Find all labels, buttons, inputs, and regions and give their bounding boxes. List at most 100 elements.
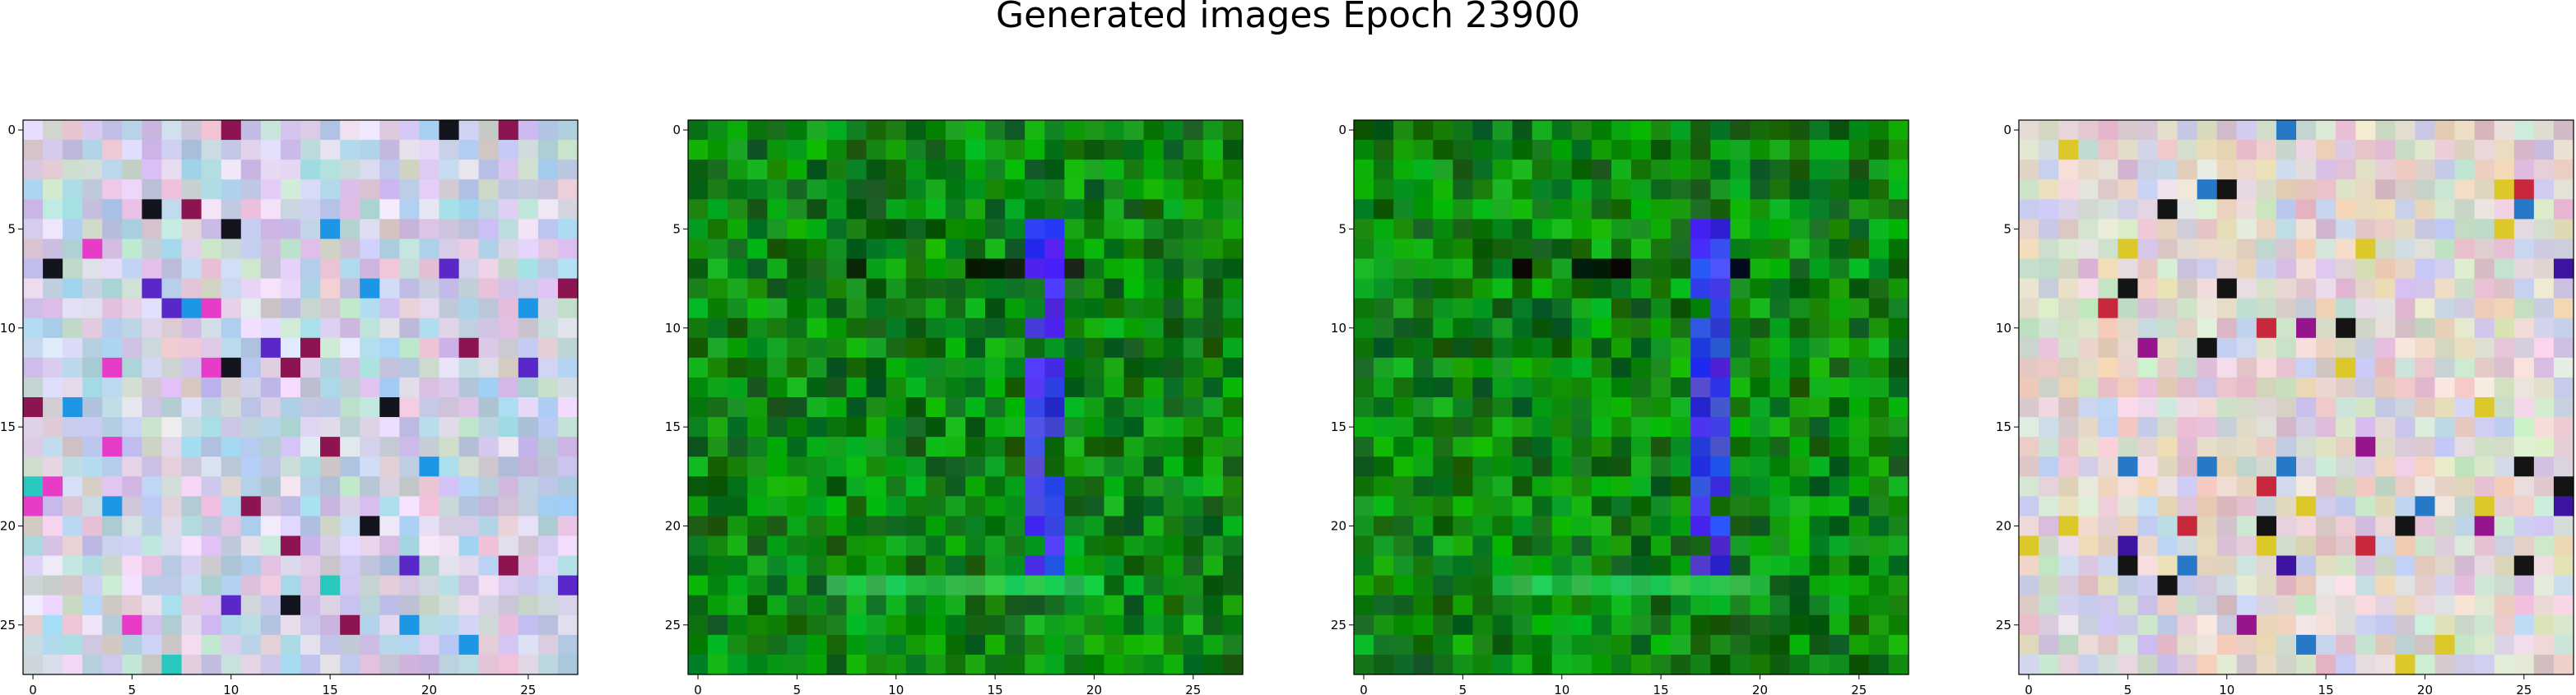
pixel: [1571, 120, 1593, 141]
pixel: [1888, 595, 1909, 616]
pixel: [767, 476, 788, 497]
pixel: [2375, 199, 2396, 220]
pixel: [1143, 179, 1165, 200]
pixel: [102, 535, 123, 557]
pixel: [1848, 397, 1870, 418]
pixel: [2078, 219, 2099, 240]
pixel: [1354, 337, 1374, 359]
pixel: [2474, 219, 2495, 240]
pixel: [518, 278, 539, 299]
pixel: [1809, 160, 1830, 180]
pixel: [498, 614, 519, 636]
pixel: [1532, 239, 1553, 260]
pixel: [379, 437, 400, 457]
pixel: [1551, 278, 1573, 299]
pixel: [2078, 278, 2099, 299]
pixel: [1611, 140, 1632, 160]
pixel: [886, 516, 907, 537]
pixel: [1393, 456, 1414, 477]
pixel: [2494, 476, 2515, 497]
pixel: [1374, 219, 1394, 240]
pixel: [985, 337, 1006, 359]
pixel: [2078, 555, 2099, 577]
pixel: [1025, 535, 1045, 557]
pixel: [122, 535, 143, 557]
pixel: [866, 575, 887, 596]
pixel: [1671, 516, 1691, 537]
pixel: [201, 120, 222, 141]
pixel: [2137, 634, 2159, 656]
pixel: [320, 120, 341, 141]
pixel: [886, 575, 907, 596]
pixel: [458, 278, 480, 299]
pixel: [201, 437, 222, 457]
pixel: [2216, 357, 2238, 378]
pixel: [518, 377, 539, 398]
pixel: [2355, 278, 2376, 299]
pixel: [728, 535, 748, 557]
pixel: [965, 595, 986, 616]
pixel: [2276, 595, 2297, 616]
pixel: [1492, 634, 1514, 656]
pixel: [2336, 377, 2356, 398]
pixel: [1143, 258, 1165, 280]
pixel: [1123, 516, 1145, 537]
pixel: [43, 614, 63, 636]
pixel: [2078, 160, 2099, 180]
pixel: [2197, 239, 2218, 260]
pixel: [23, 595, 44, 616]
pixel: [201, 317, 222, 339]
pixel: [1591, 199, 1612, 220]
pixel: [43, 496, 63, 517]
pixel: [2355, 140, 2376, 160]
pixel: [1143, 298, 1165, 319]
pixel: [1848, 516, 1870, 537]
pixel: [1005, 535, 1025, 557]
pixel: [1671, 160, 1691, 180]
pixel: [1868, 476, 1890, 497]
pixel: [1472, 179, 1494, 200]
pixel: [1123, 654, 1145, 675]
pixel: [2098, 654, 2118, 675]
pixel: [221, 278, 242, 299]
pixel: [2058, 496, 2079, 517]
pixel: [2039, 337, 2059, 359]
pixel: [518, 160, 539, 180]
pixel: [1690, 476, 1711, 497]
pixel: [2078, 516, 2099, 537]
pixel: [82, 199, 103, 220]
pixel: [360, 397, 380, 418]
pixel: [161, 160, 183, 180]
x-tick-label: 15: [988, 683, 1003, 695]
pixel: [2434, 614, 2456, 636]
pixel: [43, 258, 63, 280]
pixel: [2474, 654, 2495, 675]
pixel: [1202, 397, 1224, 418]
pixel: [866, 258, 887, 280]
pixel: [2395, 614, 2416, 636]
pixel: [2336, 614, 2356, 636]
pixel: [1571, 614, 1593, 636]
pixel: [2553, 634, 2574, 656]
pixel: [1710, 614, 1731, 636]
pixel: [1104, 357, 1125, 378]
pixel: [2197, 298, 2218, 319]
pixel: [1354, 397, 1374, 418]
pixel: [1064, 140, 1086, 160]
pixel: [1671, 298, 1691, 319]
pixel: [2118, 337, 2139, 359]
pixel: [787, 397, 808, 418]
pixel: [458, 456, 480, 477]
pixel: [886, 317, 907, 339]
pixel: [905, 239, 927, 260]
pixel: [1868, 614, 1890, 636]
pixel: [320, 278, 341, 299]
pixel: [280, 120, 301, 141]
pixel: [1064, 634, 1086, 656]
pixel: [142, 575, 163, 596]
pixel: [1163, 496, 1184, 517]
pixel: [2276, 298, 2297, 319]
pixel: [2513, 417, 2535, 438]
pixel: [2019, 496, 2039, 517]
